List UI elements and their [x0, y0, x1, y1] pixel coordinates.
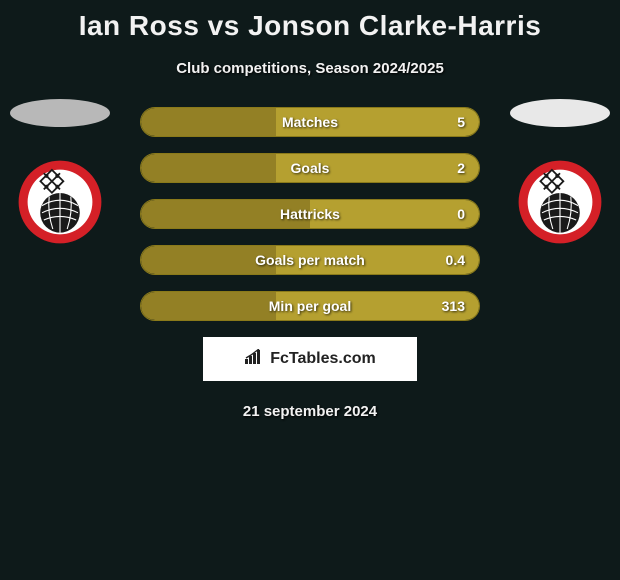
club-badge-left: [15, 157, 105, 247]
stat-label: Hattricks: [280, 206, 340, 222]
stat-row: Matches 5: [140, 107, 480, 137]
stat-value-right: 313: [442, 298, 465, 314]
stat-label: Goals per match: [255, 252, 365, 268]
brand-box: FcTables.com: [203, 337, 417, 381]
comparison-content: Matches 5 Goals 2 Hattricks 0 Goals per match 0…: [0, 107, 620, 420]
player-right-ellipse: [510, 99, 610, 127]
subtitle: Club competitions, Season 2024/2025: [0, 60, 620, 77]
stat-row: Min per goal 313: [140, 291, 480, 321]
stat-label: Goals: [291, 160, 330, 176]
stat-bar-left: [141, 154, 276, 182]
stat-bar-left: [141, 108, 276, 136]
stat-value-right: 2: [457, 160, 465, 176]
page-title: Ian Ross vs Jonson Clarke-Harris: [0, 0, 620, 42]
stat-value-right: 0: [457, 206, 465, 222]
stat-bar-left: [141, 292, 276, 320]
stat-row: Goals per match 0.4: [140, 245, 480, 275]
player-left-ellipse: [10, 99, 110, 127]
stat-value-right: 0.4: [446, 252, 465, 268]
date-text: 21 september 2024: [0, 403, 620, 420]
stat-row: Goals 2: [140, 153, 480, 183]
stat-label: Matches: [282, 114, 338, 130]
brand-text: FcTables.com: [270, 350, 376, 368]
chart-icon: [244, 349, 264, 370]
stat-label: Min per goal: [269, 298, 351, 314]
stat-value-right: 5: [457, 114, 465, 130]
club-badge-right: [515, 157, 605, 247]
stat-bars: Matches 5 Goals 2 Hattricks 0 Goals per match 0…: [140, 107, 480, 321]
stat-row: Hattricks 0: [140, 199, 480, 229]
